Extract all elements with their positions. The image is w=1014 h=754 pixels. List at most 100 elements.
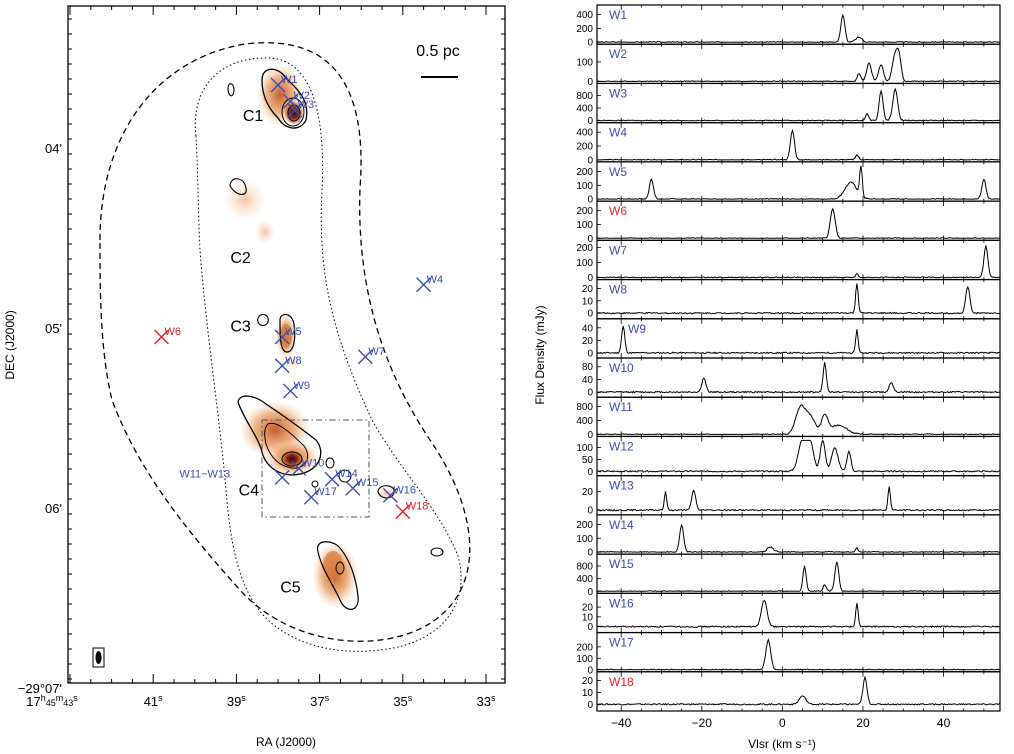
spectrum-y-tick-label: 200 <box>576 167 593 178</box>
spectrum-y-tick-label: 0 <box>587 116 593 127</box>
spectrum-y-tick-label: 100 <box>576 220 593 231</box>
spectrum-y-tick-label: 800 <box>576 91 593 102</box>
spectrum-y-tick-label: 100 <box>576 181 593 192</box>
spectrum-y-tick-label: 0 <box>587 622 593 633</box>
ra-tick-label: 37s <box>310 693 329 709</box>
spectrum-w13: 0 20 W13 <box>582 475 1001 517</box>
spectrum-y-tick-label: 100 <box>576 443 593 454</box>
spectrum-y-tick-label: 10 <box>582 612 594 623</box>
maser-w2: W2 <box>282 90 310 109</box>
maser-w6: W6 <box>154 326 181 345</box>
maser-w18: W18 <box>395 501 428 520</box>
maser-label: W11−W13 <box>179 468 230 480</box>
scale-bar-label: 0.5 pc <box>416 43 460 60</box>
outer-boundary-dashed <box>99 42 471 642</box>
maser-label: W3 <box>298 99 315 111</box>
spectrum-y-tick-label: 800 <box>576 402 593 413</box>
spectrum-frame <box>596 239 1001 281</box>
maser-label: W8 <box>285 355 302 367</box>
maser-label: W9 <box>293 380 310 392</box>
spectrum-name-label: W6 <box>609 204 627 218</box>
spectrum-w14: 0 100 200 W14 <box>576 514 1001 559</box>
velocity-tick-label: 40 <box>937 716 951 730</box>
spectrum-frame <box>596 82 1001 124</box>
spectrum-frame <box>596 671 1001 712</box>
maser-label: W17 <box>314 486 337 498</box>
spectrum-name-label: W4 <box>609 126 627 140</box>
spectrum-name-label: W17 <box>609 636 634 650</box>
spectrum-y-tick-label: 400 <box>576 416 593 427</box>
beam-indicator <box>92 647 105 668</box>
maser-label: W4 <box>427 274 444 286</box>
clump-label-c5: C5 <box>280 580 301 597</box>
spectrum-y-tick-label: 20 <box>582 284 594 295</box>
spectrum-frame <box>596 514 1001 555</box>
emission-clump-c4 <box>237 395 395 501</box>
spectrum-y-tick-label: 40 <box>582 323 594 334</box>
spectrum-y-tick-label: 0 <box>587 665 593 676</box>
spectrum-name-label: W18 <box>609 675 634 689</box>
maser-w3: W3 <box>287 99 315 118</box>
clump-label-c3: C3 <box>230 319 251 336</box>
spectrum-y-tick-label: 400 <box>576 10 593 21</box>
spectrum-name-label: W8 <box>609 283 627 297</box>
spectrum-y-tick-label: 50 <box>582 455 594 466</box>
spectrum-frame <box>596 43 1001 85</box>
spectrum-y-tick-label: 0 <box>587 430 593 441</box>
spectrum-name-label: W3 <box>609 86 627 100</box>
spectrum-frame <box>596 396 1001 438</box>
spectrum-trace <box>597 523 1001 553</box>
spectrum-y-tick-label: 0 <box>587 548 593 559</box>
zoom-region-box <box>261 419 370 518</box>
spectrum-y-tick-label: 200 <box>576 520 593 531</box>
ra-tick-labels: 17h45m43s 41s 39s 37s 35s 33s <box>26 693 496 709</box>
spectrum-name-label: W5 <box>609 165 627 179</box>
spectrum-trace <box>596 486 1001 512</box>
spectrum-trace <box>596 207 1001 239</box>
maser-label: W5 <box>285 326 302 338</box>
velocity-tick-label: 0 <box>779 716 786 730</box>
map-y-axis-title: DEC (J2000) <box>3 310 17 379</box>
spectrum-y-tick-label: 100 <box>576 534 593 545</box>
spectrum-y-tick-label: 20 <box>582 336 594 347</box>
maser-w5: W5 <box>274 326 302 345</box>
spectrum-trace <box>596 87 1001 122</box>
spectrum-y-tick-label: 0 <box>587 38 593 49</box>
spectrum-trace <box>596 325 1001 355</box>
map-ticks <box>68 6 505 683</box>
maser-label: W10 <box>302 457 325 469</box>
spectrum-frame <box>596 435 1001 477</box>
spectrum-y-tick-label: 0 <box>587 273 593 284</box>
ra-tick-label: 39s <box>227 693 246 709</box>
spectrum-w6: 0 100 200 W6 <box>576 200 1001 245</box>
maser-w7: W7 <box>357 346 385 365</box>
maser-label: W15 <box>356 477 379 489</box>
dec-tick-labels: 04' 05' 06' −29°07' <box>18 141 62 696</box>
spectrum-trace <box>596 599 1001 629</box>
spectrum-w10: 0 40 80 W10 <box>582 357 1001 399</box>
spectrum-w4: 0 200 400 W4 <box>576 122 1001 166</box>
spectrum-trace <box>596 128 1001 161</box>
maser-w17: W17 <box>303 486 337 505</box>
dec-tick-label: −29°07' <box>18 681 62 696</box>
spectrum-trace <box>596 439 1001 473</box>
spectrum-name-label: W1 <box>609 8 627 22</box>
spectrum-name-label: W11 <box>609 400 633 414</box>
spectrum-w2: 0 100 W2 <box>576 43 1001 88</box>
spectrum-y-tick-label: 0 <box>587 234 593 245</box>
spectrum-trace <box>596 13 1000 43</box>
spectrum-y-tick-label: 10 <box>582 688 594 699</box>
emission-clump-c5 <box>313 541 444 610</box>
spectrum-w7: 0 100 200 W7 <box>576 239 1001 284</box>
dec-tick-label: 06' <box>45 501 62 516</box>
spectrum-w11: 0 400 800 W11 <box>576 396 1001 441</box>
maser-w4: W4 <box>416 274 444 293</box>
spectrum-w1: 0 200 400 W1 <box>576 4 1001 49</box>
spectrum-trace <box>596 283 1001 315</box>
spectrum-y-tick-label: 80 <box>582 362 594 373</box>
